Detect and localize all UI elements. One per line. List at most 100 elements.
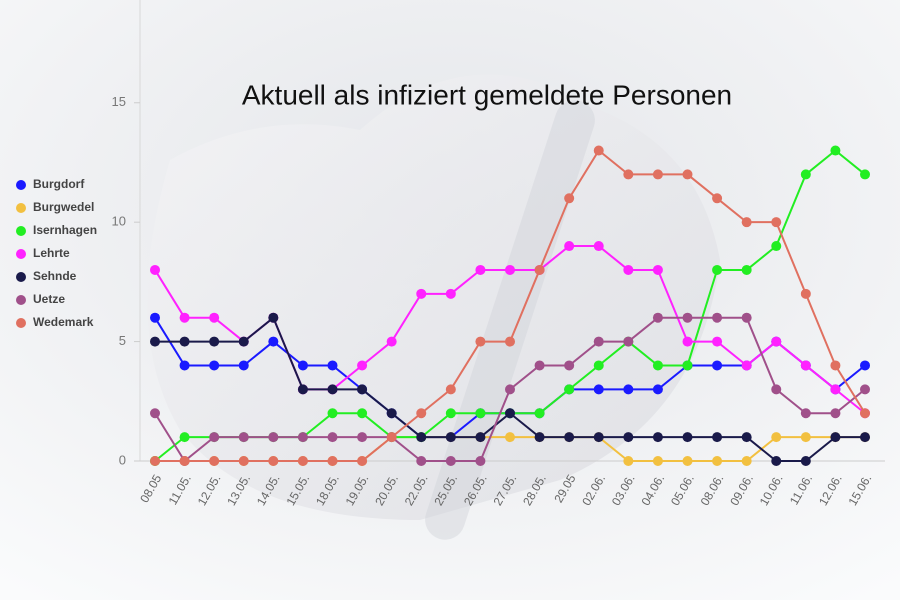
data-point (297, 360, 308, 371)
data-point (445, 384, 456, 395)
data-point (475, 336, 486, 347)
legend-label: Isernhagen (33, 223, 97, 237)
data-point (416, 288, 427, 299)
data-point (150, 456, 160, 466)
data-point (800, 456, 811, 466)
data-point (623, 169, 634, 180)
legend-label: Burgwedel (33, 200, 94, 214)
data-point (712, 336, 723, 347)
data-point (712, 312, 723, 323)
data-point (534, 264, 545, 275)
data-point (712, 264, 723, 275)
data-point (741, 217, 752, 228)
y-tick-label: 5 (119, 333, 126, 348)
data-point (860, 408, 870, 419)
data-point (830, 145, 841, 156)
data-point (652, 432, 663, 443)
data-point (179, 336, 190, 347)
data-point (150, 336, 160, 347)
data-point (209, 360, 220, 371)
data-point (179, 312, 190, 323)
data-point (652, 312, 663, 323)
data-point (357, 384, 368, 395)
data-point (623, 456, 634, 466)
data-point (327, 408, 338, 419)
y-tick-label: 15 (112, 94, 126, 109)
data-point (357, 456, 368, 466)
data-point (860, 169, 870, 180)
legend-label: Sehnde (33, 269, 77, 283)
data-point (179, 456, 190, 466)
data-point (741, 264, 752, 275)
data-point (800, 288, 811, 299)
data-point (534, 408, 545, 419)
data-point (268, 312, 279, 323)
data-point (327, 384, 338, 395)
data-point (475, 432, 486, 443)
data-point (652, 384, 663, 395)
data-point (652, 360, 663, 371)
data-point (623, 432, 634, 443)
data-point (357, 360, 368, 371)
data-point (564, 360, 575, 371)
data-point (179, 360, 190, 371)
legend-marker (16, 203, 26, 213)
data-point (682, 432, 693, 443)
data-point (268, 432, 279, 443)
data-point (682, 336, 693, 347)
data-point (238, 432, 249, 443)
data-point (268, 456, 279, 466)
data-point (830, 432, 841, 443)
data-point (682, 312, 693, 323)
data-point (860, 432, 870, 443)
data-point (505, 384, 515, 395)
y-tick-label: 0 (119, 452, 126, 467)
legend-marker (16, 180, 26, 190)
data-point (800, 169, 811, 180)
data-point (297, 384, 308, 395)
data-point (800, 408, 811, 419)
data-point (623, 336, 634, 347)
data-point (386, 408, 397, 419)
data-point (297, 456, 308, 466)
data-point (652, 169, 663, 180)
data-point (712, 360, 723, 371)
data-point (475, 408, 486, 419)
data-point (445, 288, 456, 299)
legend-label: Uetze (33, 292, 65, 306)
legend-label: Lehrte (33, 246, 70, 260)
data-point (712, 432, 723, 443)
data-point (593, 336, 604, 347)
data-point (741, 312, 752, 323)
data-point (505, 408, 515, 419)
data-point (505, 264, 515, 275)
data-point (445, 408, 456, 419)
data-point (445, 456, 456, 466)
data-point (475, 264, 486, 275)
data-point (564, 193, 575, 204)
data-point (800, 432, 811, 443)
data-point (386, 432, 397, 443)
data-point (623, 264, 634, 275)
data-point (652, 264, 663, 275)
data-point (505, 336, 515, 347)
data-point (209, 432, 220, 443)
data-point (150, 408, 160, 419)
data-point (209, 456, 220, 466)
legend-marker (16, 272, 26, 282)
data-point (593, 432, 604, 443)
data-point (682, 360, 693, 371)
data-point (741, 456, 752, 466)
data-point (830, 384, 841, 395)
data-point (800, 360, 811, 371)
data-point (771, 456, 782, 466)
legend-marker (16, 295, 26, 305)
data-point (386, 336, 397, 347)
legend-label: Wedemark (33, 315, 94, 329)
data-point (564, 432, 575, 443)
data-point (712, 456, 723, 466)
data-point (475, 456, 486, 466)
data-point (416, 432, 427, 443)
legend-marker (16, 226, 26, 236)
legend-marker (16, 318, 26, 328)
